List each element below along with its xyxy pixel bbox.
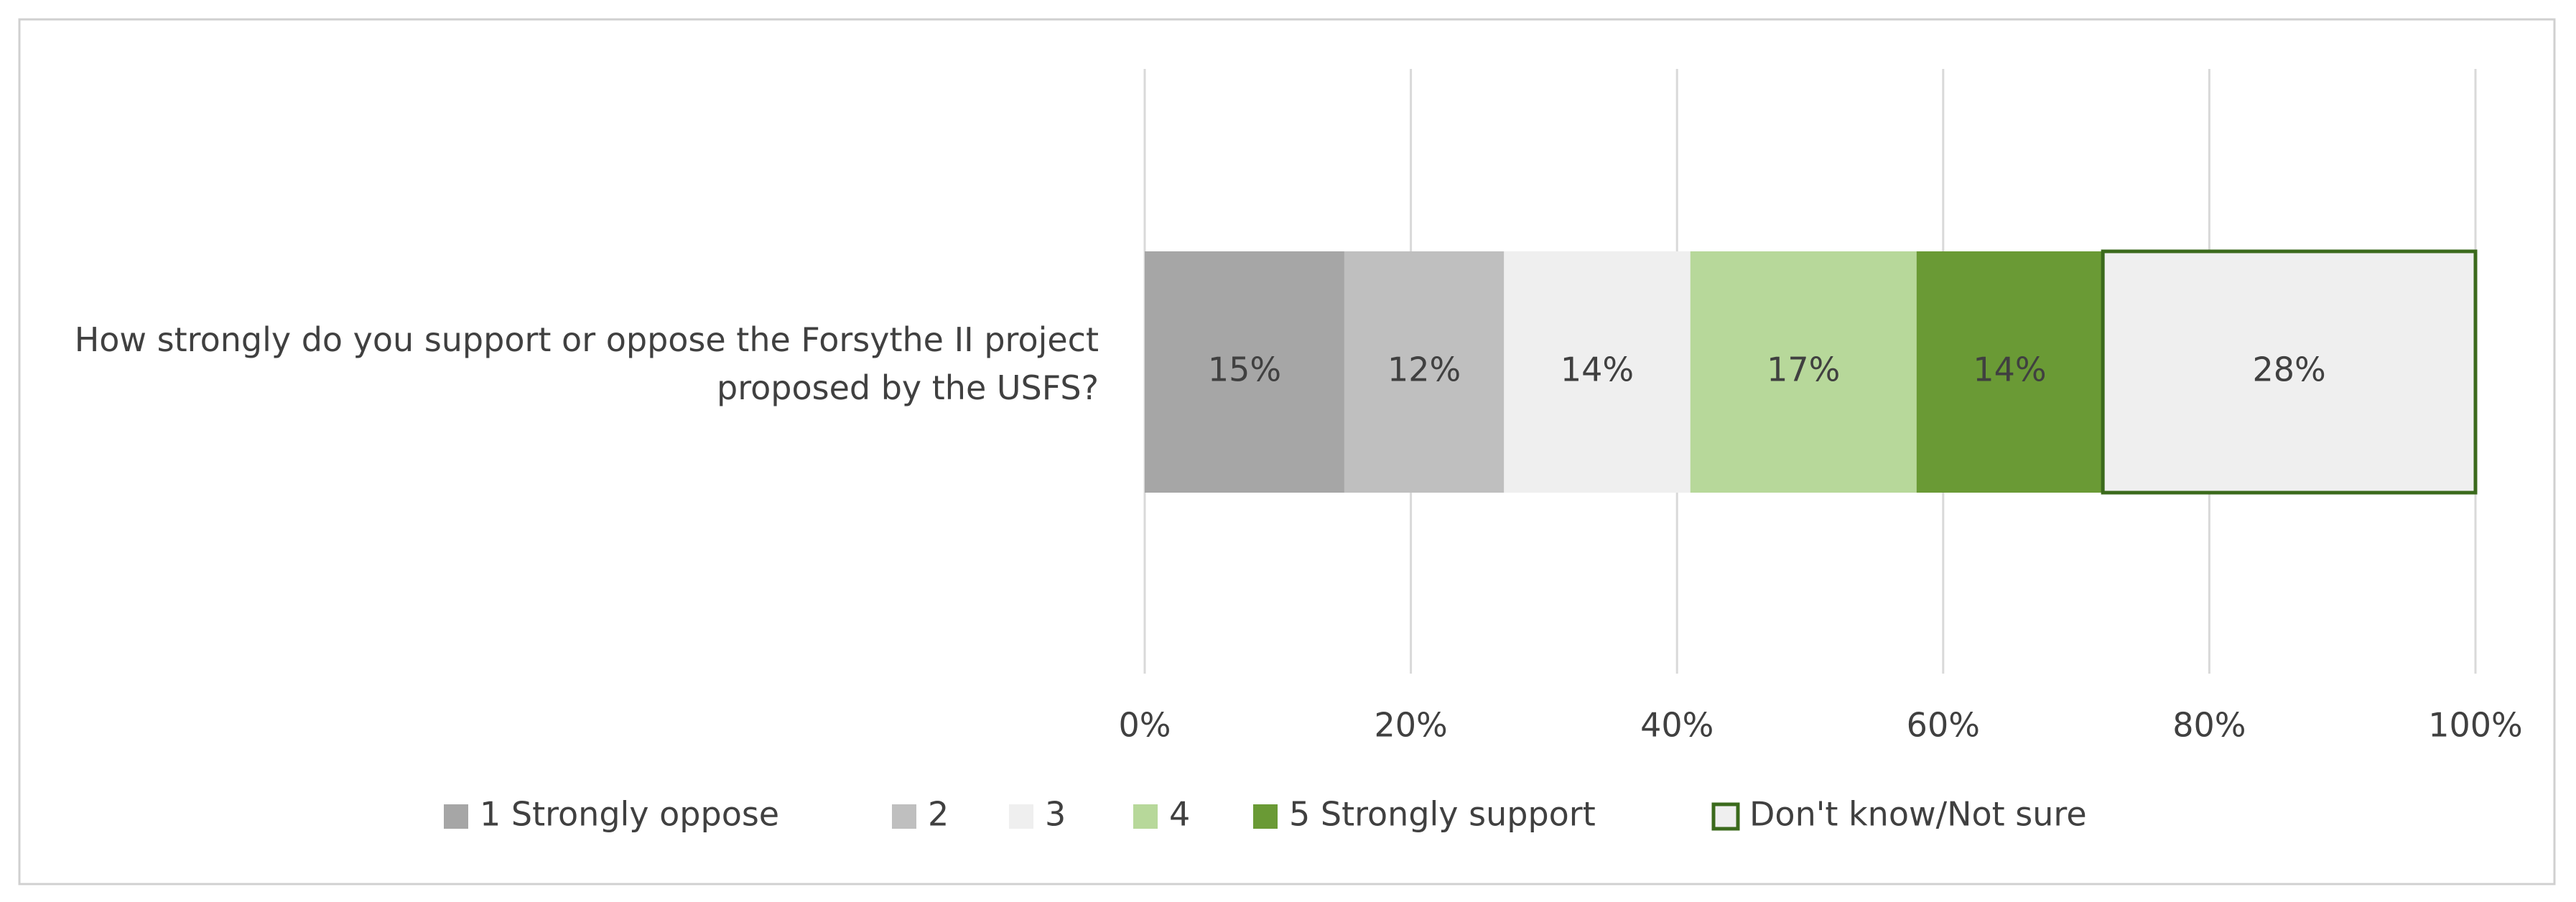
value-label: 14% xyxy=(1973,350,2046,389)
legend-swatch xyxy=(1711,802,1740,831)
value-label: 14% xyxy=(1561,350,1634,389)
legend-swatch xyxy=(444,804,468,829)
legend-swatch xyxy=(1009,804,1033,829)
x-tick-label: 40% xyxy=(1640,706,1714,745)
bar-segment xyxy=(1344,251,1505,493)
x-tick-label: 100% xyxy=(2428,706,2523,745)
bar-segment xyxy=(1690,251,1917,493)
value-label: 15% xyxy=(1208,350,1281,389)
legend-swatch xyxy=(1133,804,1158,829)
value-label: 12% xyxy=(1387,350,1461,389)
x-tick-label: 60% xyxy=(1907,706,1980,745)
bar-segment xyxy=(2101,249,2478,495)
legend-label: 2 xyxy=(928,795,949,834)
legend-label: 1 Strongly oppose xyxy=(480,795,779,834)
legend-swatch xyxy=(892,804,916,829)
legend-label: Don't know/Not sure xyxy=(1749,795,2087,834)
x-tick-label: 0% xyxy=(1119,706,1171,745)
x-tick-label: 20% xyxy=(1374,706,1447,745)
legend-label: 3 xyxy=(1045,795,1066,834)
value-label: 17% xyxy=(1767,350,1840,389)
category-label: How strongly do you support or oppose th… xyxy=(74,320,1099,407)
x-tick-label: 80% xyxy=(2172,706,2246,745)
legend-swatch xyxy=(1253,804,1278,829)
bar-segment xyxy=(1145,251,1344,493)
bar-segment xyxy=(1916,251,2103,493)
legend-label: 5 Strongly support xyxy=(1289,795,1596,834)
value-label: 28% xyxy=(2252,350,2325,389)
bar-segment xyxy=(1504,251,1691,493)
legend-label: 4 xyxy=(1169,795,1190,834)
